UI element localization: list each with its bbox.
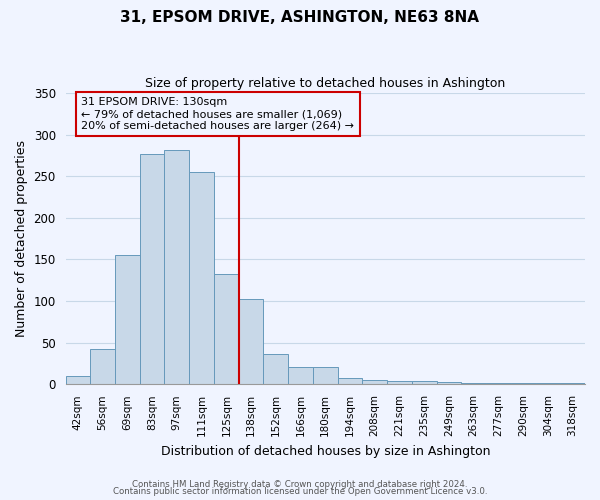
Bar [288,367,313,384]
Text: 31 EPSOM DRIVE: 130sqm
← 79% of detached houses are smaller (1,069)
20% of semi-: 31 EPSOM DRIVE: 130sqm ← 79% of detached… [81,98,354,130]
Bar [461,382,486,384]
X-axis label: Distribution of detached houses by size in Ashington: Distribution of detached houses by size … [161,444,490,458]
Bar [189,172,214,384]
Bar [239,298,263,384]
Bar [115,256,140,384]
Bar [164,150,189,384]
Text: Contains HM Land Registry data © Crown copyright and database right 2024.: Contains HM Land Registry data © Crown c… [132,480,468,489]
Bar [90,350,115,384]
Y-axis label: Number of detached properties: Number of detached properties [15,140,28,337]
Bar [412,381,437,384]
Bar [65,376,90,384]
Text: Contains public sector information licensed under the Open Government Licence v3: Contains public sector information licen… [113,487,487,496]
Bar [387,381,412,384]
Bar [140,154,164,384]
Bar [313,367,338,384]
Bar [263,354,288,384]
Bar [214,274,239,384]
Bar [437,382,461,384]
Title: Size of property relative to detached houses in Ashington: Size of property relative to detached ho… [145,78,505,90]
Text: 31, EPSOM DRIVE, ASHINGTON, NE63 8NA: 31, EPSOM DRIVE, ASHINGTON, NE63 8NA [121,10,479,25]
Bar [362,380,387,384]
Bar [338,378,362,384]
